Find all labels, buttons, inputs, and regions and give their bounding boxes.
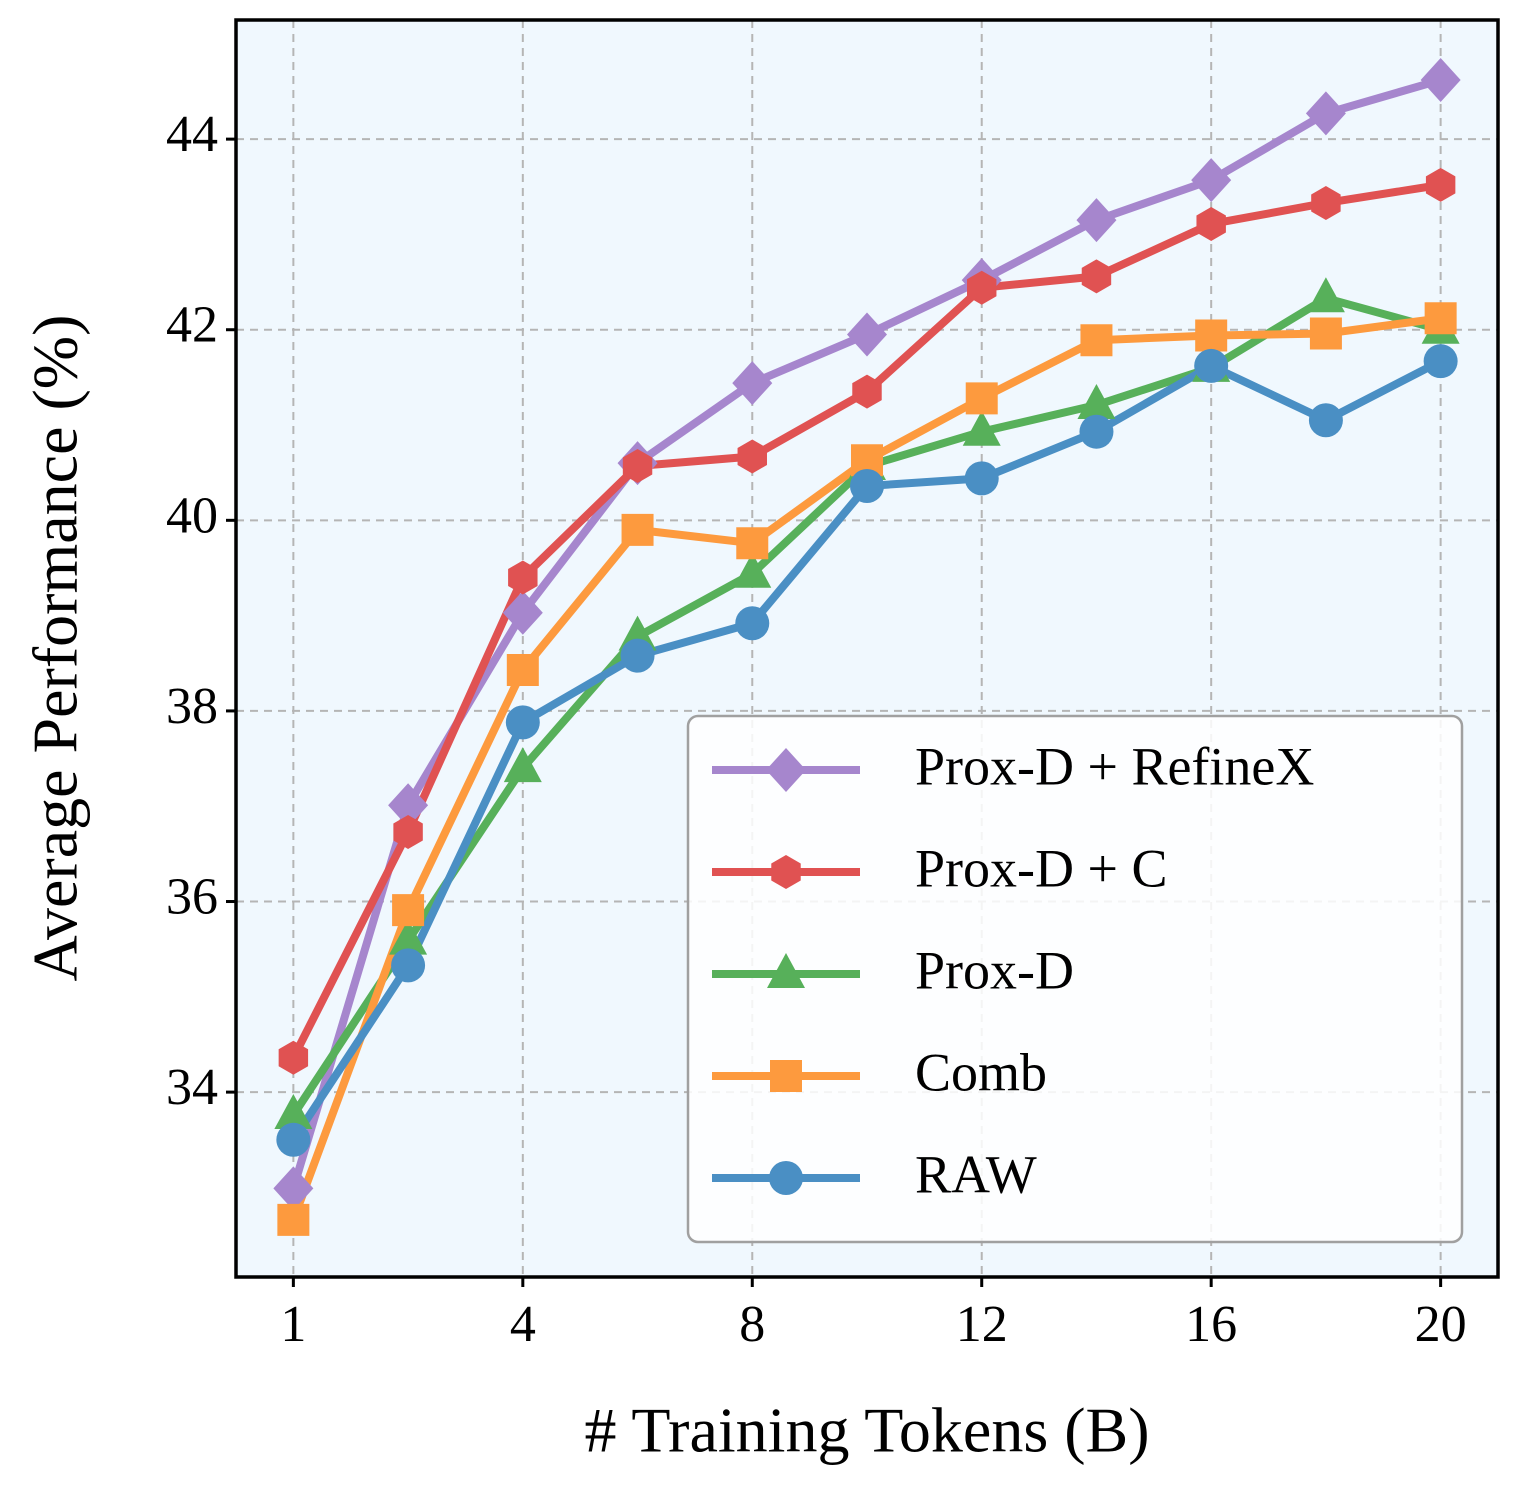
marker — [276, 1122, 311, 1157]
x-tick-label: 1 — [280, 1296, 306, 1353]
marker — [1076, 198, 1117, 243]
marker — [769, 1161, 803, 1195]
marker — [273, 1166, 314, 1211]
marker — [277, 1203, 310, 1236]
marker — [737, 439, 767, 474]
marker — [850, 469, 884, 504]
marker — [1196, 206, 1226, 241]
marker — [847, 312, 887, 357]
y-tick-label: 34 — [166, 1059, 218, 1116]
marker — [274, 1093, 313, 1129]
marker — [736, 527, 769, 560]
y-tick-label: 36 — [166, 868, 218, 925]
marker — [1309, 317, 1342, 350]
marker — [1305, 91, 1346, 136]
marker — [767, 953, 805, 988]
legend-label: Prox-D — [915, 940, 1074, 1000]
marker — [1423, 344, 1458, 379]
marker — [735, 606, 770, 641]
marker — [967, 270, 997, 305]
y-tick-label: 38 — [166, 678, 218, 735]
marker — [503, 747, 542, 783]
plot-frame — [234, 18, 1500, 1279]
marker — [852, 374, 882, 409]
x-tick-label: 16 — [1185, 1296, 1237, 1353]
marker — [621, 513, 654, 546]
marker — [1191, 158, 1232, 203]
marker — [962, 410, 1001, 446]
y-tick-label: 40 — [166, 487, 218, 544]
legend-box — [686, 714, 1464, 1244]
marker — [1308, 403, 1343, 438]
marker — [391, 948, 426, 983]
marker — [1306, 277, 1345, 313]
marker — [770, 1060, 802, 1092]
x-axis-label: # Training Tokens (B) — [584, 1395, 1149, 1466]
marker — [1194, 348, 1229, 383]
marker — [389, 919, 428, 955]
marker — [505, 705, 540, 740]
legend-label: Comb — [915, 1042, 1047, 1102]
marker — [1195, 319, 1228, 352]
marker — [278, 1040, 309, 1075]
y-tick-label: 42 — [166, 297, 218, 354]
marker — [508, 560, 538, 595]
legend-label: Prox-D + RefineX — [915, 736, 1314, 796]
marker — [622, 449, 653, 484]
marker — [733, 552, 772, 588]
x-tick-label: 20 — [1415, 1296, 1467, 1353]
marker — [732, 361, 773, 406]
marker — [1424, 302, 1457, 335]
marker — [771, 855, 801, 889]
marker — [1077, 384, 1116, 420]
marker — [965, 382, 998, 415]
marker — [1420, 58, 1461, 103]
marker — [964, 461, 999, 496]
marker — [1311, 185, 1341, 220]
marker — [1425, 167, 1456, 202]
marker — [1079, 414, 1114, 449]
legend-label: Prox-D + C — [915, 838, 1167, 898]
legend: Prox-D + RefineX Prox-D + C Prox-D Comb RAW — [686, 714, 1464, 1244]
marker — [1081, 259, 1112, 294]
marker — [620, 638, 655, 673]
x-tick-label: 8 — [739, 1296, 765, 1353]
marker — [766, 748, 806, 792]
marker — [388, 783, 429, 828]
x-tick-label: 12 — [956, 1296, 1008, 1353]
marker — [851, 444, 883, 477]
y-tick-label: 44 — [166, 106, 218, 163]
marker — [506, 653, 539, 686]
marker — [393, 814, 423, 849]
y-axis-label: Average Performance (%) — [20, 315, 91, 982]
x-tick-label: 4 — [510, 1296, 536, 1353]
marker — [502, 590, 543, 635]
marker — [1080, 324, 1113, 357]
marker — [392, 894, 425, 927]
legend-label: RAW — [915, 1144, 1037, 1204]
